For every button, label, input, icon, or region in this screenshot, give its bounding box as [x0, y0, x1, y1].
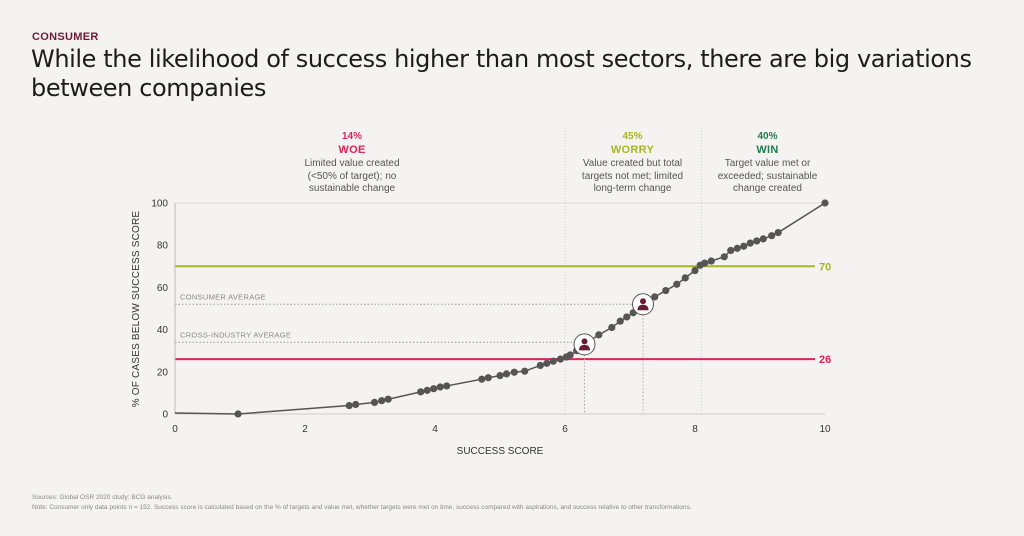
x-tick-label: 2 — [302, 424, 308, 435]
footer-sources: Sources: Global OSR 2020 study; BCG anal… — [32, 494, 173, 501]
data-point — [496, 371, 504, 380]
threshold-label: 26 — [819, 354, 831, 366]
y-tick-label: 100 — [151, 199, 168, 210]
y-tick-label: 40 — [157, 325, 169, 336]
data-point — [608, 323, 616, 332]
data-point — [436, 383, 444, 391]
data-point — [352, 400, 360, 409]
zone-worry-pct: 45% — [622, 131, 643, 142]
data-point — [234, 410, 242, 418]
data-point — [384, 395, 392, 403]
data-point — [423, 386, 431, 394]
data-point — [759, 235, 767, 243]
zone-worry: 45% WORRY Value created but total target… — [570, 131, 695, 196]
zone-worry-name: WORRY — [610, 143, 655, 156]
x-tick-label: 0 — [172, 424, 178, 435]
y-tick-label: 60 — [157, 283, 169, 294]
data-point — [556, 355, 565, 363]
threshold-label: 70 — [819, 261, 831, 273]
series-line — [174, 202, 826, 415]
data-point — [521, 367, 529, 375]
data-point — [673, 280, 681, 288]
data-point — [701, 259, 709, 267]
y-axis-label: % OF CASES BELOW SUCCESS SCORE — [131, 211, 142, 408]
person-icon — [637, 298, 649, 311]
zone-win-desc: Target value met or exceeded; sustainabl… — [717, 158, 818, 194]
zone-woe: 14% WOE Limited value created (<50% of t… — [292, 131, 412, 196]
zone-win: 40% WIN Target value met or exceeded; su… — [705, 131, 830, 196]
zone-woe-name: WOE — [338, 143, 366, 156]
data-point — [753, 237, 761, 245]
data-point — [536, 361, 544, 370]
data-point — [378, 397, 386, 405]
y-tick-label: 80 — [157, 241, 169, 252]
x-tick-label: 4 — [432, 424, 438, 435]
person-body — [637, 304, 649, 311]
data-point — [502, 370, 511, 378]
data-point — [623, 313, 631, 321]
average-label: CROSS-INDUSTRY AVERAGE — [180, 330, 291, 339]
average-marker — [573, 333, 596, 356]
data-point — [370, 398, 379, 406]
data-point — [727, 246, 735, 255]
data-point — [417, 388, 425, 396]
person-body — [579, 344, 590, 351]
data-point — [691, 266, 699, 275]
data-point — [478, 375, 486, 383]
section-eyebrow: CONSUMER — [32, 31, 99, 43]
x-tick-label: 8 — [692, 424, 698, 435]
data-point — [510, 368, 518, 376]
person-icon — [579, 338, 590, 351]
data-point — [768, 232, 776, 240]
data-point — [740, 242, 748, 250]
x-tick-label: 6 — [562, 424, 568, 435]
data-point — [430, 385, 438, 393]
zone-win-pct: 40% — [757, 131, 778, 142]
data-point — [595, 331, 603, 339]
zone-worry-desc: Value created but total targets not met;… — [581, 158, 684, 194]
zone-win-name: WIN — [756, 143, 779, 156]
data-point — [484, 374, 492, 382]
data-point — [774, 228, 782, 237]
x-tick-label: 10 — [819, 424, 831, 435]
x-axis-label: SUCCESS SCORE — [457, 446, 544, 457]
data-point — [821, 199, 829, 207]
data-point — [345, 401, 353, 410]
data-point — [662, 286, 670, 295]
y-tick-label: 0 — [162, 410, 168, 421]
footer-note: Note: Consumer only data points n = 152.… — [32, 504, 692, 511]
person-head — [640, 298, 646, 305]
data-point — [651, 293, 659, 301]
person-head — [581, 338, 588, 345]
data-point — [616, 317, 624, 325]
data-point — [733, 244, 741, 252]
data-point — [549, 357, 557, 365]
data-point — [543, 359, 551, 367]
y-tick-label: 20 — [157, 367, 169, 378]
data-point — [707, 257, 715, 265]
data-point — [746, 239, 754, 247]
average-marker — [632, 293, 654, 316]
data-point — [720, 253, 728, 261]
average-label: CONSUMER AVERAGE — [180, 292, 266, 301]
data-point — [443, 382, 451, 390]
data-point — [681, 274, 689, 282]
data-point — [566, 351, 574, 359]
zone-woe-desc: Limited value created (<50% of target); … — [304, 158, 400, 194]
zone-woe-pct: 14% — [341, 131, 362, 142]
page-title: While the likelihood of success higher t… — [31, 45, 972, 102]
